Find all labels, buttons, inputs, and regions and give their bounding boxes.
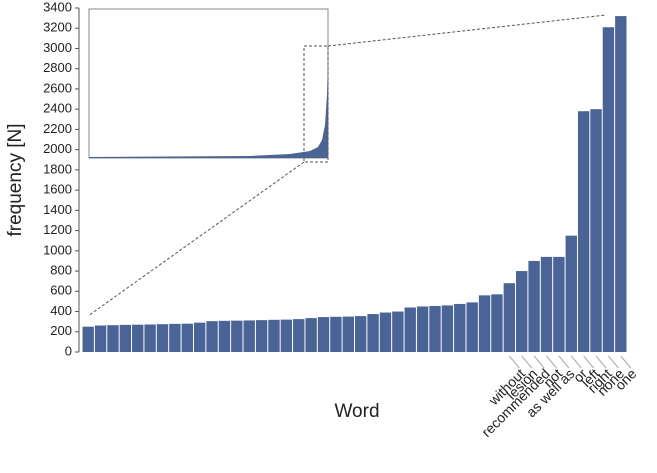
inset-curve xyxy=(89,60,328,158)
bar xyxy=(280,319,293,352)
leader-line xyxy=(558,355,570,369)
bar xyxy=(156,324,169,352)
bar xyxy=(590,109,602,352)
bar xyxy=(255,320,268,352)
zoom-box xyxy=(303,45,329,163)
bar xyxy=(132,324,144,352)
bar xyxy=(144,324,156,352)
leader-line xyxy=(546,355,557,369)
leader-line xyxy=(533,355,545,369)
bar xyxy=(454,303,466,352)
y-tick-label: 2600 xyxy=(43,80,72,95)
bar xyxy=(243,320,255,352)
bar xyxy=(602,27,615,352)
bar xyxy=(206,321,218,352)
inset xyxy=(87,8,607,317)
y-tick-label: 2000 xyxy=(43,141,72,156)
bar xyxy=(305,318,317,352)
y-tick-label: 1800 xyxy=(43,161,72,176)
bar xyxy=(293,319,305,352)
bar xyxy=(268,319,280,352)
bar xyxy=(218,320,231,352)
bar xyxy=(231,320,243,352)
leader-line xyxy=(583,355,595,369)
bar xyxy=(491,294,503,352)
bar xyxy=(565,235,577,352)
bar xyxy=(404,307,416,352)
y-tick-label: 3200 xyxy=(43,20,72,35)
bar xyxy=(94,325,107,352)
bar xyxy=(503,283,516,352)
y-tick-label: 1400 xyxy=(43,202,72,217)
bar xyxy=(516,271,528,352)
inset-frame xyxy=(88,8,329,159)
y-axis-label: frequency [N] xyxy=(5,124,26,237)
bar xyxy=(540,256,553,352)
bar xyxy=(169,323,181,352)
bar xyxy=(354,316,367,352)
zoom-line xyxy=(87,161,305,317)
bar xyxy=(181,323,193,352)
y-tick-label: 2400 xyxy=(43,101,72,116)
bar xyxy=(330,316,342,352)
y-tick-label: 1600 xyxy=(43,182,72,197)
bar xyxy=(441,305,454,352)
y-tick-label: 3000 xyxy=(43,40,72,55)
bar xyxy=(553,256,565,352)
y-tick-label: 1000 xyxy=(43,242,72,257)
bar xyxy=(342,316,355,352)
bar xyxy=(82,326,94,352)
leader-line xyxy=(620,355,632,369)
bar xyxy=(416,306,429,352)
y-tick-label: 2800 xyxy=(43,60,72,75)
x-axis-label: Word xyxy=(334,401,379,422)
leader-line xyxy=(595,355,607,369)
y-tick-label: 2200 xyxy=(43,121,72,136)
bar xyxy=(193,322,206,352)
zoom-line xyxy=(327,14,607,47)
leader-line xyxy=(508,355,520,369)
bar xyxy=(367,314,379,352)
bar xyxy=(119,324,132,352)
bar xyxy=(317,317,330,352)
bar xyxy=(429,305,441,352)
bar xyxy=(392,311,404,352)
bar xyxy=(615,16,627,353)
y-tick-label: 0 xyxy=(65,343,72,358)
y-tick-label: 800 xyxy=(50,262,72,277)
bar xyxy=(107,325,119,352)
y-tick-label: 400 xyxy=(50,303,72,318)
leader-line xyxy=(608,355,619,369)
bar xyxy=(577,111,590,352)
bar xyxy=(379,312,392,352)
bar xyxy=(528,260,540,352)
bar xyxy=(478,295,491,352)
bar xyxy=(466,302,478,352)
y-tick-label: 600 xyxy=(50,283,72,298)
y-tick-label: 1200 xyxy=(43,222,72,237)
y-tick-label: 3400 xyxy=(43,0,72,14)
y-tick-label: 200 xyxy=(50,323,72,338)
leader-line xyxy=(570,355,582,369)
leader-line xyxy=(521,355,533,369)
